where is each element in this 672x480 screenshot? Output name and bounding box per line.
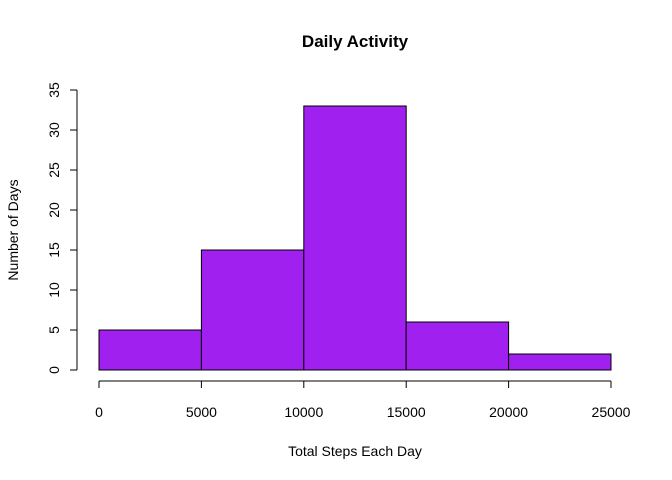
x-tick-label-2: 10000 <box>284 404 323 420</box>
bar-2 <box>303 105 407 371</box>
x-tick-label-1: 5000 <box>186 404 217 420</box>
bar-1 <box>200 249 305 371</box>
y-tick-label-2: 10 <box>46 282 62 298</box>
y-tick-label-1: 5 <box>46 326 62 334</box>
bar-3 <box>405 321 510 371</box>
y-tick-label-5: 25 <box>46 162 62 178</box>
x-axis: 0 5000 10000 15000 20000 25000 <box>95 380 631 420</box>
x-tick-label-3: 15000 <box>387 404 426 420</box>
chart-title: Daily Activity <box>302 32 409 51</box>
y-tick-label-4: 20 <box>46 202 62 218</box>
y-axis-label: Number of Days <box>5 179 21 280</box>
y-tick-label-7: 35 <box>46 82 62 98</box>
x-axis-label: Total Steps Each Day <box>288 443 422 459</box>
y-tick-label-6: 30 <box>46 122 62 138</box>
bar-0 <box>98 329 202 371</box>
bar-4 <box>508 353 612 371</box>
x-tick-label-0: 0 <box>95 404 103 420</box>
bars-group <box>98 105 612 371</box>
y-tick-label-0: 0 <box>46 366 62 374</box>
y-tick-label-3: 15 <box>46 242 62 258</box>
x-tick-label-4: 20000 <box>489 404 528 420</box>
y-axis: 0 5 10 15 20 25 30 35 <box>46 82 78 374</box>
x-tick-label-5: 25000 <box>592 404 631 420</box>
